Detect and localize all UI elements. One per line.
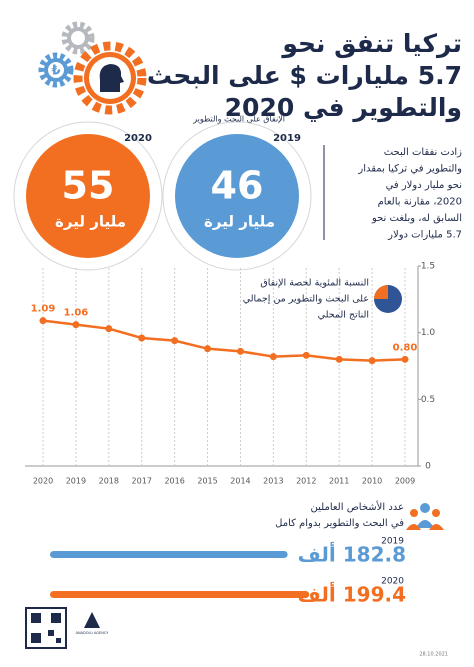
- legend-line: النسبة المئوية لحصة الإنفاق: [260, 278, 369, 289]
- title-line: والتطوير في 2020: [225, 93, 462, 123]
- x-tick-label: 2009: [395, 477, 415, 486]
- value-label: 199.4 ألف: [298, 581, 406, 607]
- footer: ANADOLU AGENCY 28.10.2021: [25, 607, 448, 658]
- data-label: 0.80: [393, 342, 418, 353]
- spending-caption: الإنفاق على البحث والتطوير: [192, 115, 285, 125]
- x-tick-label: 2019: [66, 477, 86, 486]
- y-tick-label: 0.5: [421, 395, 435, 405]
- x-tick-label: 2017: [132, 477, 152, 486]
- title-line: تركيا تنفق نحو: [280, 29, 462, 59]
- bar: [50, 551, 288, 558]
- data-point: [72, 321, 80, 329]
- data-point: [269, 353, 277, 361]
- data-label: 1.09: [31, 304, 56, 315]
- value-circle: [26, 134, 150, 258]
- value: 55: [62, 164, 115, 208]
- employees: عدد الأشخاص العاملين في البحث والتطوير بد…: [50, 500, 444, 607]
- year-label: 2020: [124, 133, 152, 144]
- note-line: 2020، مقارنة بالعام: [378, 197, 462, 208]
- date: 28.10.2021: [419, 652, 448, 658]
- line-chart: 0 0.5 1.0 1.5 2020 2019 2018 2017 2016 2015 2014 20…: [25, 262, 435, 486]
- x-tick-label: 2010: [362, 477, 382, 486]
- year-label: 2019: [273, 133, 301, 144]
- data-point: [39, 317, 47, 325]
- note-line: السابق له، وبلغت نحو: [371, 213, 462, 224]
- data-point: [204, 345, 212, 353]
- data-point: [171, 337, 179, 345]
- note-line: نحو مليار دولار في: [386, 180, 462, 191]
- unit: مليار ليرة: [55, 213, 126, 231]
- data-point: [105, 325, 113, 333]
- data-point: [401, 355, 409, 363]
- year-label: 2020: [381, 577, 404, 587]
- data-point: [302, 351, 310, 359]
- note-line: زادت نفقات البحث: [384, 147, 462, 158]
- note-line: 5.7 مليارات دولار: [387, 230, 462, 241]
- legend-line: الناتج المحلي: [318, 310, 369, 321]
- caption-line: عدد الأشخاص العاملين: [311, 500, 404, 513]
- data-line: [42, 319, 406, 362]
- x-tick-label: 2018: [99, 477, 119, 486]
- legend-icon-slice: [374, 285, 388, 299]
- x-tick-label: 2020: [33, 477, 53, 486]
- value-label: 182.8 ألف: [298, 541, 406, 567]
- legend-line: على البحث والتطوير من إجمالي: [243, 294, 369, 305]
- unit: مليار ليرة: [204, 213, 275, 231]
- title-line: 5.7 مليارات $ على البحث: [147, 61, 462, 90]
- x-tick-label: 2011: [329, 477, 349, 486]
- agency-logo: [84, 612, 100, 628]
- note-line: والتطوير في تركيا بمقدار: [357, 164, 462, 175]
- y-tick-label: 1.0: [421, 328, 436, 338]
- year-label: 2019: [381, 537, 404, 547]
- value: 46: [211, 164, 264, 208]
- y-tick-label: 1.5: [421, 262, 435, 272]
- y-tick-label: 0: [425, 462, 431, 472]
- data-point: [368, 357, 376, 365]
- svg-text:₺: ₺: [51, 64, 60, 79]
- x-tick-label: 2016: [164, 477, 184, 486]
- x-tick-label: 2015: [197, 477, 217, 486]
- caption-line: في البحث والتطوير بدوام كامل: [275, 518, 404, 529]
- data-point: [335, 355, 343, 363]
- spending-note: زادت نفقات البحث والتطوير في تركيا بمقدار…: [323, 145, 462, 241]
- people-icon: [406, 503, 444, 530]
- x-tick-label: 2013: [263, 477, 283, 486]
- data-point: [236, 347, 244, 355]
- x-tick-label: 2014: [230, 477, 250, 486]
- data-point: [138, 334, 146, 342]
- spending: 2020 55 مليار ليرة 2019 46 مليار ليرة: [13, 121, 312, 271]
- x-tick-label: 2012: [296, 477, 316, 486]
- circle-ring: [13, 121, 163, 271]
- agency-name: ANADOLU AGENCY: [76, 631, 110, 635]
- gears-icon: ₺: [38, 21, 147, 115]
- bar: [50, 591, 310, 598]
- circle-ring: [162, 121, 312, 271]
- data-label: 1.06: [64, 308, 89, 319]
- value-circle: [175, 134, 299, 258]
